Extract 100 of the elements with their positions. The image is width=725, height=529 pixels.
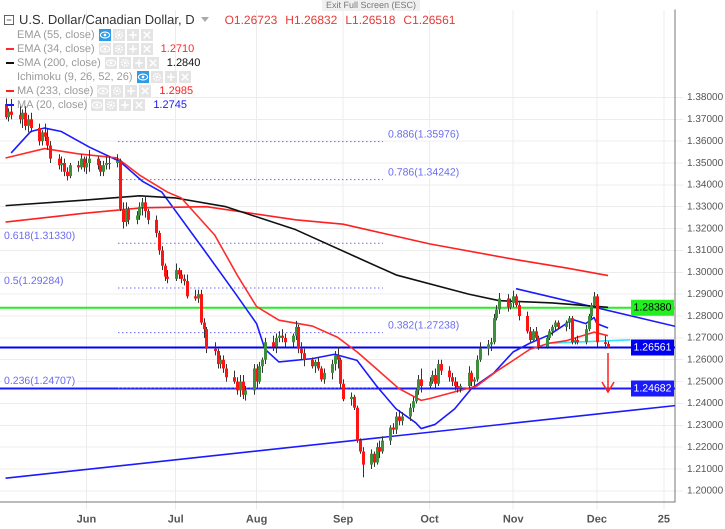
ref-line-label: 0.236(1.24707) (4, 374, 76, 387)
y-tick-label: 1.38000 (687, 92, 724, 104)
candlestick (392, 422, 395, 435)
x-tick-label: Jul (168, 513, 184, 526)
ref-line-label: 0.618(1.31330) (4, 230, 76, 242)
candlestick (178, 267, 181, 280)
candlestick (69, 162, 72, 179)
candlestick (311, 357, 314, 369)
candlestick (512, 290, 515, 308)
candlestick (27, 114, 30, 133)
candlestick (88, 149, 91, 172)
y-tick-label: 1.23000 (687, 420, 724, 432)
candlestick (437, 359, 440, 386)
candlestick (604, 335, 607, 350)
y-tick-label: 1.26000 (687, 354, 724, 366)
annotation: 1.2745 (153, 98, 187, 112)
candlestick (532, 328, 535, 343)
ref-line-label: 1.28380 (634, 302, 672, 314)
candlestick (38, 123, 41, 146)
candlestick (454, 376, 457, 391)
candlestick (99, 160, 102, 177)
y-tick-label: 1.34000 (687, 180, 724, 191)
legend-label: MA (20, close) (17, 98, 88, 112)
candlestick (381, 436, 384, 454)
candlestick (180, 270, 183, 284)
candlestick (80, 154, 83, 170)
candlestick (440, 359, 443, 376)
legend-label: SMA (200, close) (17, 56, 101, 70)
candlestick (551, 324, 554, 336)
y-tick-label: 1.25000 (687, 376, 724, 388)
candlestick (373, 451, 376, 468)
y-tick-label: 1.27000 (687, 332, 724, 344)
candlestick (63, 158, 66, 177)
candlestick (314, 359, 317, 374)
candlestick (138, 202, 141, 220)
candlestick (197, 289, 200, 304)
candlestick (284, 332, 287, 348)
candlestick (239, 374, 242, 398)
y-tick-label: 1.20000 (687, 486, 724, 497)
annotation: 1.2710 (160, 42, 194, 56)
candlestick (21, 108, 24, 129)
annotation: Ichimoku (9, 26, 52, 26) (17, 70, 133, 84)
candlestick (470, 370, 473, 386)
x-tick-label: Sep (332, 513, 354, 526)
candlestick (175, 263, 178, 282)
candlestick (102, 160, 105, 177)
y-tick-label: 1.29000 (687, 288, 724, 300)
candlestick (194, 289, 197, 302)
candlestick (108, 156, 111, 170)
candlestick (554, 320, 557, 332)
y-tick-label: 1.36000 (687, 136, 724, 147)
candlestick (420, 368, 423, 394)
legend-label: MA (233, close) (17, 84, 94, 98)
y-tick-label: 1.32000 (687, 223, 724, 234)
annotation: EMA (55, close) (17, 28, 95, 42)
x-tick-label: Oct (420, 513, 440, 526)
candlestick (370, 448, 373, 470)
candlestick (448, 366, 451, 382)
annotation: C1.26561 (403, 12, 456, 26)
annotation: H1.26832 (285, 12, 338, 26)
x-tick-label: Nov (502, 513, 524, 526)
x-tick-label: Aug (246, 513, 268, 526)
annotation: O1.26723 (224, 12, 278, 26)
candlestick (60, 156, 63, 172)
chart-title: U.S. Dollar/Canadian Dollar, D (19, 12, 195, 27)
ref-line-label: 1.24682 (634, 382, 672, 394)
candlestick (275, 332, 278, 354)
y-tick-label: 1.30000 (687, 267, 724, 278)
y-tick-label: 1.31000 (687, 245, 724, 256)
y-tick-label: 1.21000 (687, 464, 724, 475)
candlestick (10, 98, 13, 120)
candlestick (456, 381, 459, 394)
ref-line-label: 0.886(1.35976) (388, 128, 460, 141)
x-tick-label: 25 (658, 513, 670, 526)
candlestick (395, 412, 398, 435)
ref-line-label: 0.5(1.29284) (4, 274, 64, 287)
candlestick (253, 364, 256, 396)
candlestick (434, 368, 437, 389)
candlestick (398, 410, 401, 426)
legend-label: EMA (34, close) (17, 42, 95, 56)
candlestick (323, 368, 326, 384)
candlestick (281, 328, 284, 343)
candlestick (431, 370, 434, 384)
candlestick (258, 361, 261, 384)
y-tick-label: 1.37000 (687, 114, 724, 126)
text: Exit Full Screen (ESC) (322, 0, 420, 11)
y-tick-label: 1.28000 (687, 310, 724, 322)
candlestick (350, 392, 353, 406)
ref-line-label: 0.382(1.27238) (388, 320, 460, 332)
candlestick (376, 442, 379, 466)
ref-line-label: 1.26561 (634, 341, 672, 354)
candlestick (401, 412, 404, 426)
annotation: 1.2840 (166, 56, 200, 70)
candlestick (186, 274, 189, 300)
candlestick (389, 424, 392, 446)
y-tick-label: 1.24000 (687, 398, 724, 410)
candlestick (141, 197, 144, 216)
y-tick-label: 1.22000 (687, 442, 724, 453)
candlestick (77, 160, 80, 172)
candlestick (565, 320, 568, 332)
